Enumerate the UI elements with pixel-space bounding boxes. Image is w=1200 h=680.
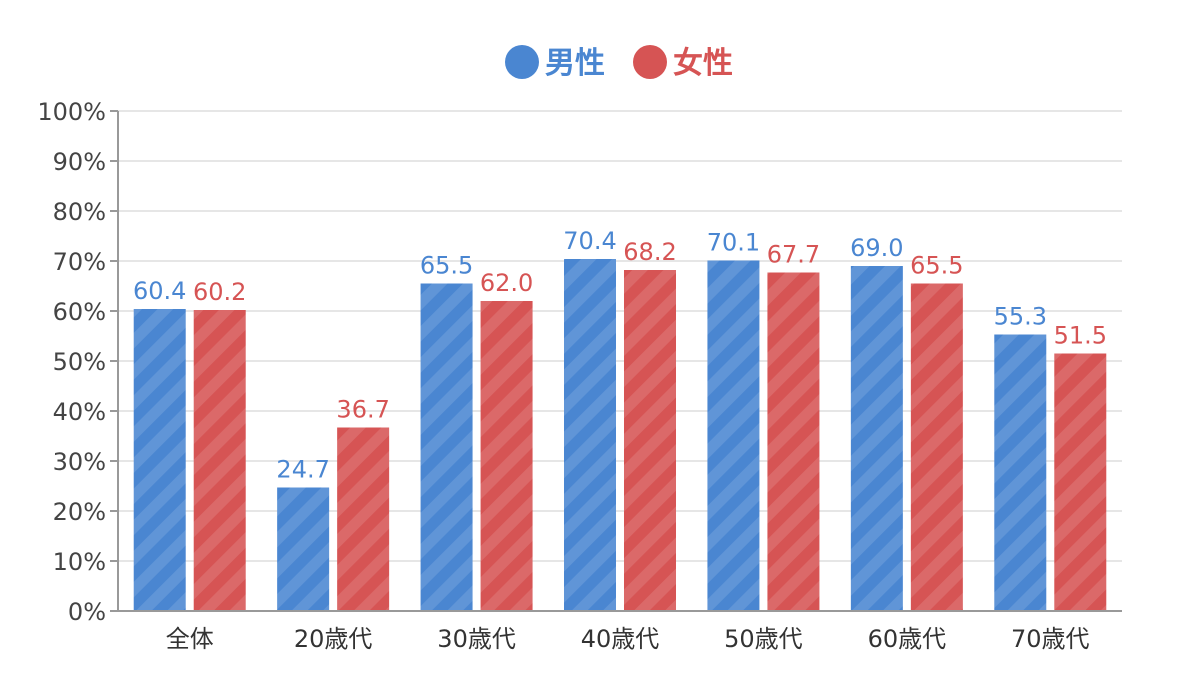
- y-tick-label-7: 70%: [53, 248, 106, 276]
- y-tick-label-1: 10%: [53, 548, 106, 576]
- data-label-0-3: 70.4: [563, 227, 616, 255]
- data-label-1-5: 65.5: [910, 252, 963, 280]
- y-tick-label-3: 30%: [53, 448, 106, 476]
- category-label-4: 50歳代: [724, 625, 803, 653]
- bar-1-1: [337, 427, 390, 611]
- y-tick-label-5: 50%: [53, 348, 106, 376]
- data-label-1-4: 67.7: [767, 241, 820, 269]
- legend-label-0: 男性: [545, 46, 605, 81]
- data-label-0-1: 24.7: [276, 456, 329, 484]
- axes: [117, 111, 1122, 612]
- legend-item-0: 男性: [505, 45, 605, 81]
- legend-swatch-1: [633, 45, 667, 79]
- bar-1-0: [193, 310, 246, 611]
- category-label-2: 30歳代: [437, 625, 516, 653]
- category-label-5: 60歳代: [868, 625, 947, 653]
- data-label-0-0: 60.4: [133, 277, 186, 305]
- category-label-3: 40歳代: [581, 625, 660, 653]
- data-label-0-5: 69.0: [850, 234, 903, 262]
- legend: 男性 女性: [505, 45, 733, 81]
- bar-0-5: [850, 266, 903, 611]
- y-tick-label-2: 20%: [53, 498, 106, 526]
- bar-0-2: [420, 283, 473, 611]
- data-label-1-1: 36.7: [336, 396, 389, 424]
- bar-1-5: [910, 283, 963, 611]
- bar-1-3: [624, 270, 676, 611]
- y-tick-label-4: 40%: [53, 398, 106, 426]
- bars: [133, 259, 1107, 611]
- y-axis-ticks: 0% 10% 20% 30% 40% 50% 60% 70% 80% 90% 100%: [37, 98, 118, 626]
- data-label-0-4: 70.1: [707, 229, 760, 257]
- y-tick-label-8: 80%: [53, 198, 106, 226]
- legend-swatch-0: [505, 45, 539, 79]
- category-label-1: 20歳代: [294, 625, 373, 653]
- data-label-1-3: 68.2: [623, 238, 676, 266]
- data-labels: 60.4 60.224.736.765.562.070.4 68.2 70.1 67.7…: [133, 227, 1107, 484]
- bar-1-4: [767, 272, 820, 611]
- legend-item-1: 女性: [633, 45, 733, 81]
- bar-0-4: [707, 260, 760, 611]
- data-label-0-6: 55.3: [994, 303, 1047, 331]
- category-label-0: 全体: [166, 625, 214, 653]
- data-label-1-0: 60.2: [193, 278, 246, 306]
- gridlines: [118, 110, 1122, 562]
- legend-label-1: 女性: [673, 46, 733, 81]
- y-tick-label-9: 90%: [53, 148, 106, 176]
- data-label-1-2: 62.0: [480, 269, 533, 297]
- data-label-0-2: 65.5: [420, 252, 473, 280]
- bar-1-2: [480, 301, 533, 611]
- category-label-6: 70歳代: [1011, 625, 1090, 653]
- bar-0-1: [277, 487, 330, 611]
- x-axis-categories: 全体 20歳代 30歳代 40歳代 50歳代 60歳代 70歳代: [166, 625, 1090, 653]
- bar-0-6: [994, 334, 1047, 611]
- y-tick-label-10: 100%: [37, 98, 106, 126]
- y-tick-label-6: 60%: [53, 298, 106, 326]
- bar-1-6: [1054, 353, 1107, 611]
- bar-0-0: [133, 309, 186, 611]
- y-tick-label-0: 0%: [68, 598, 106, 626]
- bar-0-3: [564, 259, 616, 611]
- data-label-1-6: 51.5: [1054, 322, 1107, 350]
